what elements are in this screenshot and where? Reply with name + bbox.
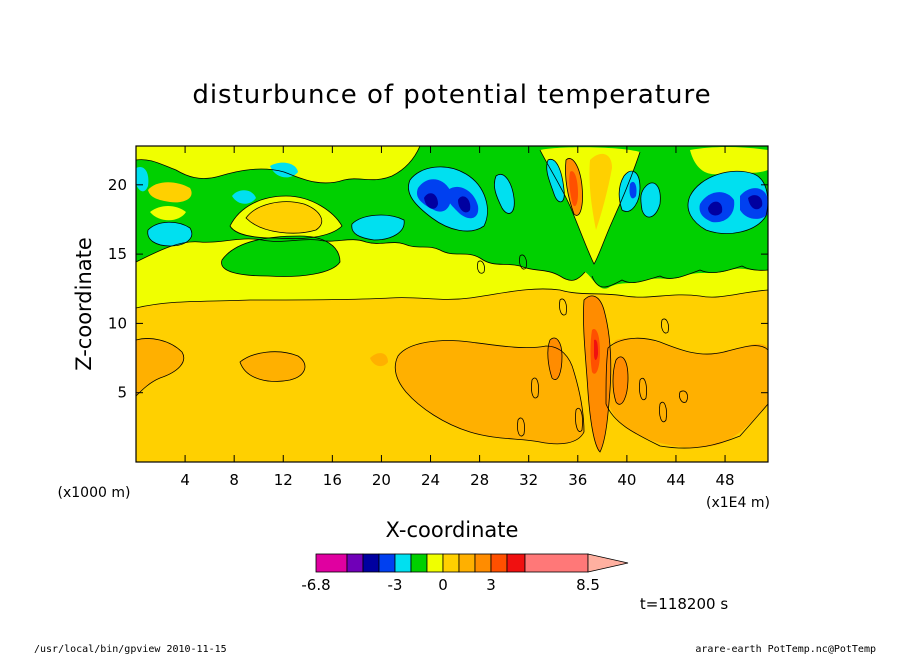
- field-blue-streak-1: [629, 181, 637, 199]
- colorbar-tick-label: 0: [438, 576, 448, 594]
- field-orange-low-center: [395, 340, 584, 444]
- x-tick-label: 28: [470, 471, 489, 489]
- colorbar-segment: [426, 553, 444, 573]
- colorbar-tick-label: 8.5: [576, 576, 600, 594]
- colorbar-segment: [410, 553, 428, 573]
- colorbar-arrow: [587, 553, 629, 573]
- field-cyan-streak-4: [640, 182, 661, 218]
- colorbar-segment: [362, 553, 380, 573]
- field-yellow-pocket-3: [540, 147, 640, 264]
- field-orange-pocket-2: [148, 182, 192, 203]
- field-plume-vstrong-2: [569, 171, 578, 207]
- field-cyan-streak-1: [494, 174, 515, 214]
- x-tick-label: 4: [180, 471, 190, 489]
- plot-frame: [135, 145, 769, 463]
- field-plume-strong-3: [613, 356, 628, 405]
- x-axis: 4 8 12 16 20 24 28 32 36 40 44 48: [180, 146, 735, 489]
- y-axis-label: Z-coordinate: [72, 237, 96, 371]
- x-tick-label: 20: [372, 471, 391, 489]
- field-cyan-4: [232, 190, 256, 204]
- colorbar-segment: [315, 553, 348, 573]
- field-yellow-pocket-4: [690, 147, 768, 175]
- field-navy-vortex-left-b: [458, 196, 471, 213]
- field-cyan-2: [351, 215, 405, 240]
- colorbar: -6.8 -3 0 3 8.5: [301, 553, 629, 594]
- x-tick-label: 44: [666, 471, 685, 489]
- colorbar-tick-label: -3: [388, 576, 403, 594]
- field-navy-vortex-left-a: [424, 193, 438, 209]
- field-orange-low-3: [370, 353, 388, 367]
- footer-left: /usr/local/bin/gpview 2010-11-15: [34, 644, 227, 654]
- colorbar-segment: [378, 553, 396, 573]
- colorbar-segment: [394, 553, 412, 573]
- y-tick-label: 5: [117, 384, 127, 402]
- colorbar-segment: [474, 553, 492, 573]
- chart-title: disturbunce of potential temperature: [192, 80, 711, 110]
- field-navy-vortex-right-a: [708, 201, 723, 216]
- x-tick-label: 40: [617, 471, 636, 489]
- x-tick-label: 48: [716, 471, 735, 489]
- colorbar-segment: [442, 553, 460, 573]
- x-tick-label: 36: [568, 471, 587, 489]
- field-yellow-pocket-5: [150, 206, 186, 221]
- x-tick-label: 32: [519, 471, 538, 489]
- colorbar-segment: [506, 553, 526, 573]
- x-tick-label: 24: [421, 471, 440, 489]
- field-navy-vortex-right-b: [748, 195, 763, 210]
- colorbar-segment: [524, 553, 589, 573]
- field-plume-strong-2: [547, 337, 562, 380]
- y-unit-note: (x1000 m): [58, 485, 131, 501]
- colorbar-segment: [490, 553, 508, 573]
- field-plume-extreme-1: [594, 339, 598, 360]
- y-tick-label: 20: [108, 176, 127, 194]
- field-orange-pocket-1: [246, 201, 322, 234]
- field-orange-low-2: [240, 351, 305, 382]
- colorbar-tick-label: 3: [486, 576, 496, 594]
- field-cyan-1: [147, 222, 192, 246]
- colorbar-segment: [346, 553, 364, 573]
- time-label: t=118200 s: [640, 595, 728, 613]
- y-tick-label: 10: [108, 314, 127, 332]
- x-tick-label: 16: [323, 471, 342, 489]
- contour-field: [136, 146, 768, 462]
- footer-right: arare-earth_PotTemp.nc@PotTemp: [695, 644, 876, 654]
- x-tick-label: 8: [229, 471, 239, 489]
- x-unit-note: (x1E4 m): [706, 495, 770, 511]
- field-green-pocket-low: [221, 236, 340, 277]
- field-orange-pocket-3: [589, 153, 612, 230]
- colorbar-tick-label: -6.8: [301, 576, 330, 594]
- x-axis-label: X-coordinate: [386, 518, 519, 542]
- field-orange-low-left: [136, 338, 184, 396]
- contour-lines: [136, 146, 768, 453]
- field-cyan-3: [270, 162, 298, 178]
- colorbar-segment: [458, 553, 476, 573]
- y-axis: 5 10 15 20: [108, 176, 768, 402]
- y-tick-label: 15: [108, 245, 127, 263]
- x-tick-label: 12: [274, 471, 293, 489]
